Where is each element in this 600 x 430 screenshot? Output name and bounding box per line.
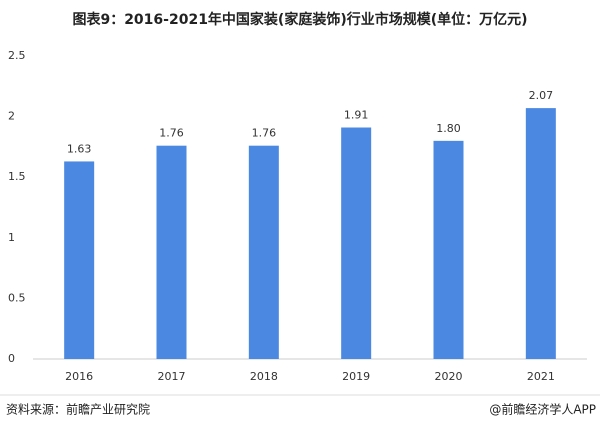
data-label: 1.80 xyxy=(436,122,461,135)
x-tick-label: 2016 xyxy=(65,370,93,383)
x-tick-label: 2018 xyxy=(250,370,278,383)
data-label: 1.76 xyxy=(159,127,184,140)
bar xyxy=(156,145,187,359)
data-label: 1.91 xyxy=(344,109,369,122)
x-tick-label: 2019 xyxy=(342,370,370,383)
data-label: 1.63 xyxy=(67,142,92,155)
y-tick-label: 2 xyxy=(8,110,15,123)
x-tick-label: 2017 xyxy=(158,370,186,383)
bar xyxy=(341,127,372,360)
x-tick-label: 2020 xyxy=(435,370,463,383)
y-tick-label: 1 xyxy=(8,231,15,244)
source: 资料来源：前瞻产业研究院 xyxy=(6,402,150,417)
y-tick-label: 1.5 xyxy=(8,170,26,183)
credit: @前瞻经济学人APP xyxy=(489,402,596,417)
data-label: 2.07 xyxy=(529,89,554,102)
y-tick-label: 0 xyxy=(8,352,15,365)
chart-title: 图表9：2016-2021年中国家装(家庭装饰)行业市场规模(单位：万亿元) xyxy=(72,11,527,28)
bar xyxy=(433,140,464,359)
bar xyxy=(525,108,556,359)
bar xyxy=(64,161,95,359)
x-tick-label: 2021 xyxy=(527,370,555,383)
bar xyxy=(248,145,279,359)
y-tick-label: 0.5 xyxy=(8,291,26,304)
y-tick-label: 2.5 xyxy=(8,49,26,62)
data-label: 1.76 xyxy=(252,127,277,140)
